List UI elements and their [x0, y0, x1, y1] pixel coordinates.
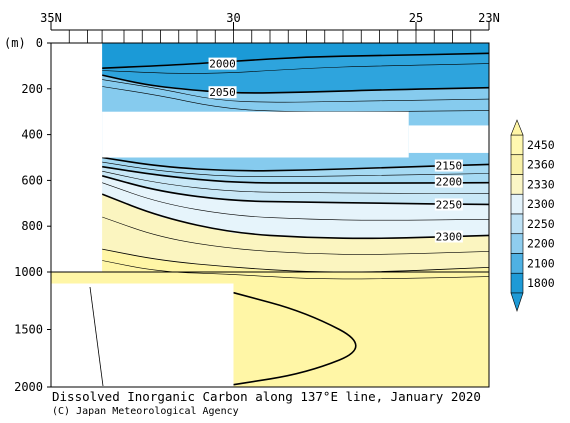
contour-minor-0: [102, 63, 489, 74]
colorbar-label-2450: 2450: [527, 138, 555, 152]
contour-label-2300: 2300: [436, 231, 463, 244]
no-data-region-2: [102, 111, 409, 158]
colorbar-swatch-4: [510, 213, 524, 235]
colorbar-swatch-0: [510, 134, 524, 156]
contour-label-bg-2250: [434, 198, 463, 211]
contour-labels: 2000 2050 2150 2200 2250 2300: [208, 57, 463, 244]
no-data-region-1: [51, 283, 234, 387]
no-data-region-3: [408, 125, 489, 153]
y-tick-label-7: 2000: [14, 380, 43, 394]
colorbar-label-2300: 2300: [527, 197, 555, 211]
colorbar-cap-bottom: [510, 292, 524, 312]
colorbar-cap-top: [510, 119, 524, 136]
fill-band-2000: [51, 43, 489, 69]
tick-labels: 35N 30 25 23N 0 200 400 600 800 1000 1500 2000 (m): [4, 11, 500, 394]
contour-minor-7: [102, 260, 489, 280]
y-tick-label-1: 200: [21, 82, 43, 96]
contour-2200: [101, 165, 489, 184]
y-tick-label-6: 1500: [14, 323, 43, 337]
colorbar: 2450 2360 2330 2300 2250 2200 2100 1800: [510, 119, 555, 312]
colorbar-label-1800: 1800: [527, 276, 555, 290]
contour-minor-6: [102, 216, 489, 255]
y-tick-label-2: 400: [21, 128, 43, 142]
colorbar-label-2330: 2330: [527, 177, 555, 191]
contour-label-2200: 2200: [436, 176, 463, 189]
contour-label-2150: 2150: [436, 160, 463, 173]
contour-label-2250: 2250: [436, 198, 463, 211]
contour-label-bg-2000: [208, 57, 237, 70]
contour-2360: [233, 291, 357, 386]
y-tick-label-4: 800: [21, 219, 43, 233]
y-unit-label: (m): [4, 36, 26, 50]
contour-2000: [102, 52, 489, 69]
contour-2250: [101, 175, 489, 206]
colorbar-swatch-3: [510, 193, 524, 215]
contour-2300: [101, 193, 489, 240]
y-tick-label-5: 1000: [14, 265, 43, 279]
colorbar-swatch-7: [510, 272, 524, 294]
x-tick-label-2: 25: [409, 11, 423, 25]
contour-label-bg-2300: [434, 230, 463, 243]
x-tick-label-0: 35N: [40, 11, 62, 25]
x-tick-label-1: 30: [226, 11, 240, 25]
contour-label-bg-2200: [434, 175, 463, 188]
pointer-line: [89, 286, 104, 387]
x-tick-label-3: 23N: [478, 11, 500, 25]
chart-title: Dissolved Inorganic Carbon along 137°E l…: [52, 389, 481, 404]
contour-minor-4: [102, 170, 489, 194]
contour-label-2000: 2000: [209, 58, 236, 71]
plot-frame: [50, 42, 490, 388]
colorbar-label-2250: 2250: [527, 217, 555, 231]
contour-minor-2: [102, 86, 489, 113]
contour-label-bg-2150: [434, 159, 463, 172]
colorbar-swatch-6: [510, 253, 524, 274]
y-tick-label-3: 600: [21, 173, 43, 187]
chart-credit: (C) Japan Meteorological Agency: [52, 406, 239, 417]
contour-minor-5: [102, 182, 489, 221]
contour-minor-1: [102, 79, 489, 103]
colorbar-swatch-2: [510, 174, 524, 195]
station-markers: [68, 30, 472, 43]
colorbar-swatch-5: [510, 233, 524, 254]
contour-lines: [101, 52, 489, 386]
colorbar-label-2200: 2200: [527, 237, 555, 251]
contour-label-bg-2050: [208, 86, 237, 99]
y-tick-label-0: 0: [36, 36, 43, 50]
contour-minor-3: [102, 161, 489, 178]
contour-2150: [101, 156, 489, 172]
colorbar-label-2360: 2360: [527, 158, 555, 172]
no-data-region-0: [51, 43, 103, 272]
contour-label-2050: 2050: [209, 86, 236, 99]
no-data-masks: [51, 43, 489, 387]
colorbar-swatch-1: [510, 154, 524, 175]
colorbar-label-2100: 2100: [527, 256, 555, 270]
